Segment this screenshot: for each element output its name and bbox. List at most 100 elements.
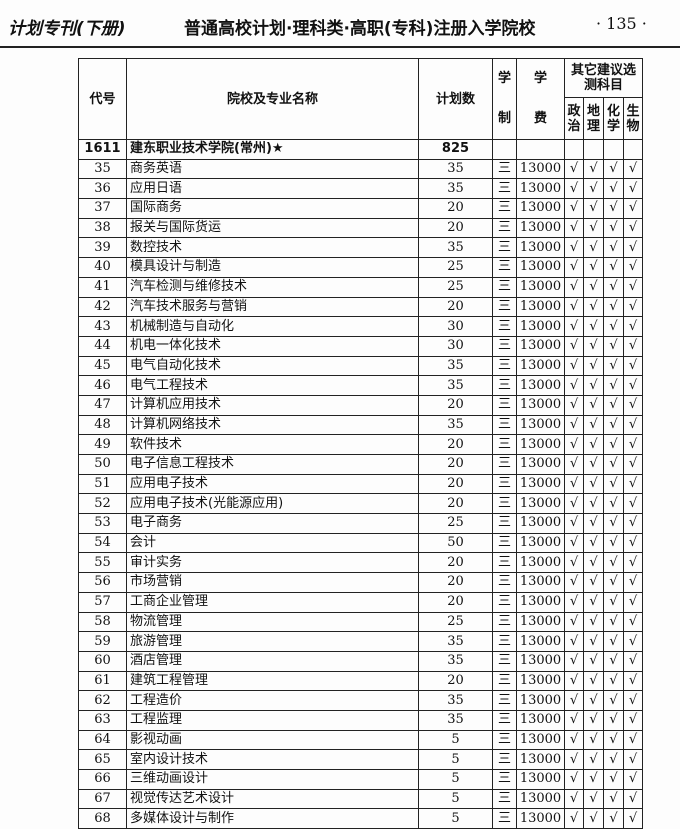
study-years: 三: [491, 690, 518, 711]
major-name: 视觉传达艺术设计: [126, 788, 419, 810]
table-row: 41 汽车检测与维修技术 25 三 13000 √ √ √ √: [78, 276, 644, 298]
subject-check-mark: √: [583, 788, 605, 810]
subject-check-mark: √: [623, 611, 644, 633]
subject-check-mark: √: [564, 729, 585, 751]
table-row: 57 工商企业管理 20 三 13000 √ √ √ √: [78, 591, 644, 613]
subject-check-mark: √: [603, 611, 625, 633]
running-header: 计划专刊(下册) 普通高校计划·理科类·高职(专科)注册入学院校 · 135 ·: [4, 12, 680, 42]
tuition-fee: 13000: [516, 414, 566, 436]
tuition-fee: 13000: [516, 355, 566, 377]
study-years: 三: [491, 552, 518, 574]
tuition-fee: 13000: [516, 473, 566, 495]
tuition-fee: 13000: [516, 296, 566, 318]
tuition-fee: 13000: [516, 690, 566, 711]
subject-check-mark: √: [583, 276, 605, 298]
study-years: 三: [491, 434, 518, 455]
subject-check-mark: √: [564, 591, 585, 613]
subject-check-mark: √: [623, 434, 644, 455]
table-row: 43 机械制造与自动化 30 三 13000 √ √ √ √: [78, 316, 644, 337]
major-code: 63: [78, 709, 127, 731]
plan-count: 20: [418, 493, 493, 515]
table-row: 61 建筑工程管理 20 三 13000 √ √ √ √: [78, 670, 644, 692]
subject-check-mark: √: [583, 650, 605, 672]
study-years: 三: [491, 493, 518, 515]
page-number: · 135 ·: [596, 14, 647, 33]
major-name: 汽车技术服务与营销: [126, 296, 419, 318]
study-years: 三: [491, 158, 518, 180]
study-years: 三: [491, 335, 518, 357]
col-subject: 地理: [583, 97, 605, 140]
major-code: 39: [78, 237, 127, 259]
col-subject: 化学: [603, 97, 625, 140]
subject-check-mark: √: [603, 532, 625, 554]
subject-check-mark: √: [583, 729, 605, 751]
subject-check-mark: √: [603, 690, 625, 711]
subject-check-mark: √: [583, 355, 605, 377]
subject-check-mark: √: [623, 808, 644, 829]
school-row: 1611 建东职业技术学院(常州)★ 825: [78, 139, 644, 160]
subject-check-mark: √: [603, 375, 625, 396]
subject-check-mark: √: [623, 158, 644, 180]
subject-check-mark: √: [583, 178, 605, 200]
subject-check-mark: √: [583, 473, 605, 495]
plan-count: 20: [418, 670, 493, 692]
subject-check-mark: √: [603, 788, 625, 810]
subject-check-mark: √: [583, 335, 605, 357]
subject-check-mark: √: [564, 493, 585, 515]
subject-check-mark: √: [583, 670, 605, 692]
subject-check-mark: √: [623, 729, 644, 751]
subject-check-mark: √: [623, 375, 644, 396]
major-name: 审计实务: [126, 552, 419, 574]
plan-count: 50: [418, 532, 493, 554]
school-code: 1611: [78, 139, 127, 160]
tuition-fee: 13000: [516, 375, 566, 396]
col-years: 学制: [491, 58, 518, 140]
subject-check-mark: √: [583, 572, 605, 593]
subject-check-mark: √: [603, 552, 625, 574]
major-name: 建筑工程管理: [126, 670, 419, 692]
major-code: 54: [78, 532, 127, 554]
major-code: 41: [78, 276, 127, 298]
tuition-fee: 13000: [516, 769, 566, 790]
major-code: 48: [78, 414, 127, 436]
school-plan: 825: [418, 139, 493, 160]
subject-check-mark: √: [583, 808, 605, 829]
plan-count: 35: [418, 690, 493, 711]
major-name: 市场营销: [126, 572, 419, 593]
plan-count: 30: [418, 316, 493, 337]
study-years: 三: [491, 769, 518, 790]
tuition-fee: 13000: [516, 316, 566, 337]
plan-count: 25: [418, 257, 493, 278]
major-code: 56: [78, 572, 127, 593]
plan-count: 35: [418, 375, 493, 396]
major-name: 数控技术: [126, 237, 419, 259]
table-row: 37 国际商务 20 三 13000 √ √ √ √: [78, 198, 644, 219]
table-row: 44 机电一体化技术 30 三 13000 √ √ √ √: [78, 335, 644, 357]
subject-check-mark: √: [583, 552, 605, 574]
plan-count: 20: [418, 198, 493, 219]
major-code: 38: [78, 217, 127, 239]
subject-check-mark: √: [583, 158, 605, 180]
plan-count: 25: [418, 513, 493, 534]
subject-check-mark: √: [603, 276, 625, 298]
study-years: 三: [491, 670, 518, 692]
subject-check-mark: √: [583, 237, 605, 259]
subject-check-mark: √: [603, 591, 625, 613]
section-title: 普通高校计划·理科类·高职(专科)注册入学院校: [184, 19, 536, 39]
major-name: 电子信息工程技术: [126, 454, 419, 475]
table-row: 35 商务英语 35 三 13000 √ √ √ √: [78, 158, 644, 180]
subject-check-mark: √: [623, 690, 644, 711]
study-years: 三: [491, 237, 518, 259]
plan-count: 5: [418, 749, 493, 770]
subject-check-mark: √: [564, 394, 585, 416]
study-years: 三: [491, 650, 518, 672]
plan-count: 35: [418, 355, 493, 377]
plan-count: 20: [418, 552, 493, 574]
subject-check-mark: √: [583, 749, 605, 770]
table-row: 66 三维动画设计 5 三 13000 √ √ √ √: [78, 769, 644, 790]
subject-check-mark: √: [603, 198, 625, 219]
table-row: 54 会计 50 三 13000 √ √ √ √: [78, 532, 644, 554]
subject-check-mark: √: [623, 769, 644, 790]
subject-check-mark: √: [583, 414, 605, 436]
table-row: 38 报关与国际货运 20 三 13000 √ √ √ √: [78, 217, 644, 239]
